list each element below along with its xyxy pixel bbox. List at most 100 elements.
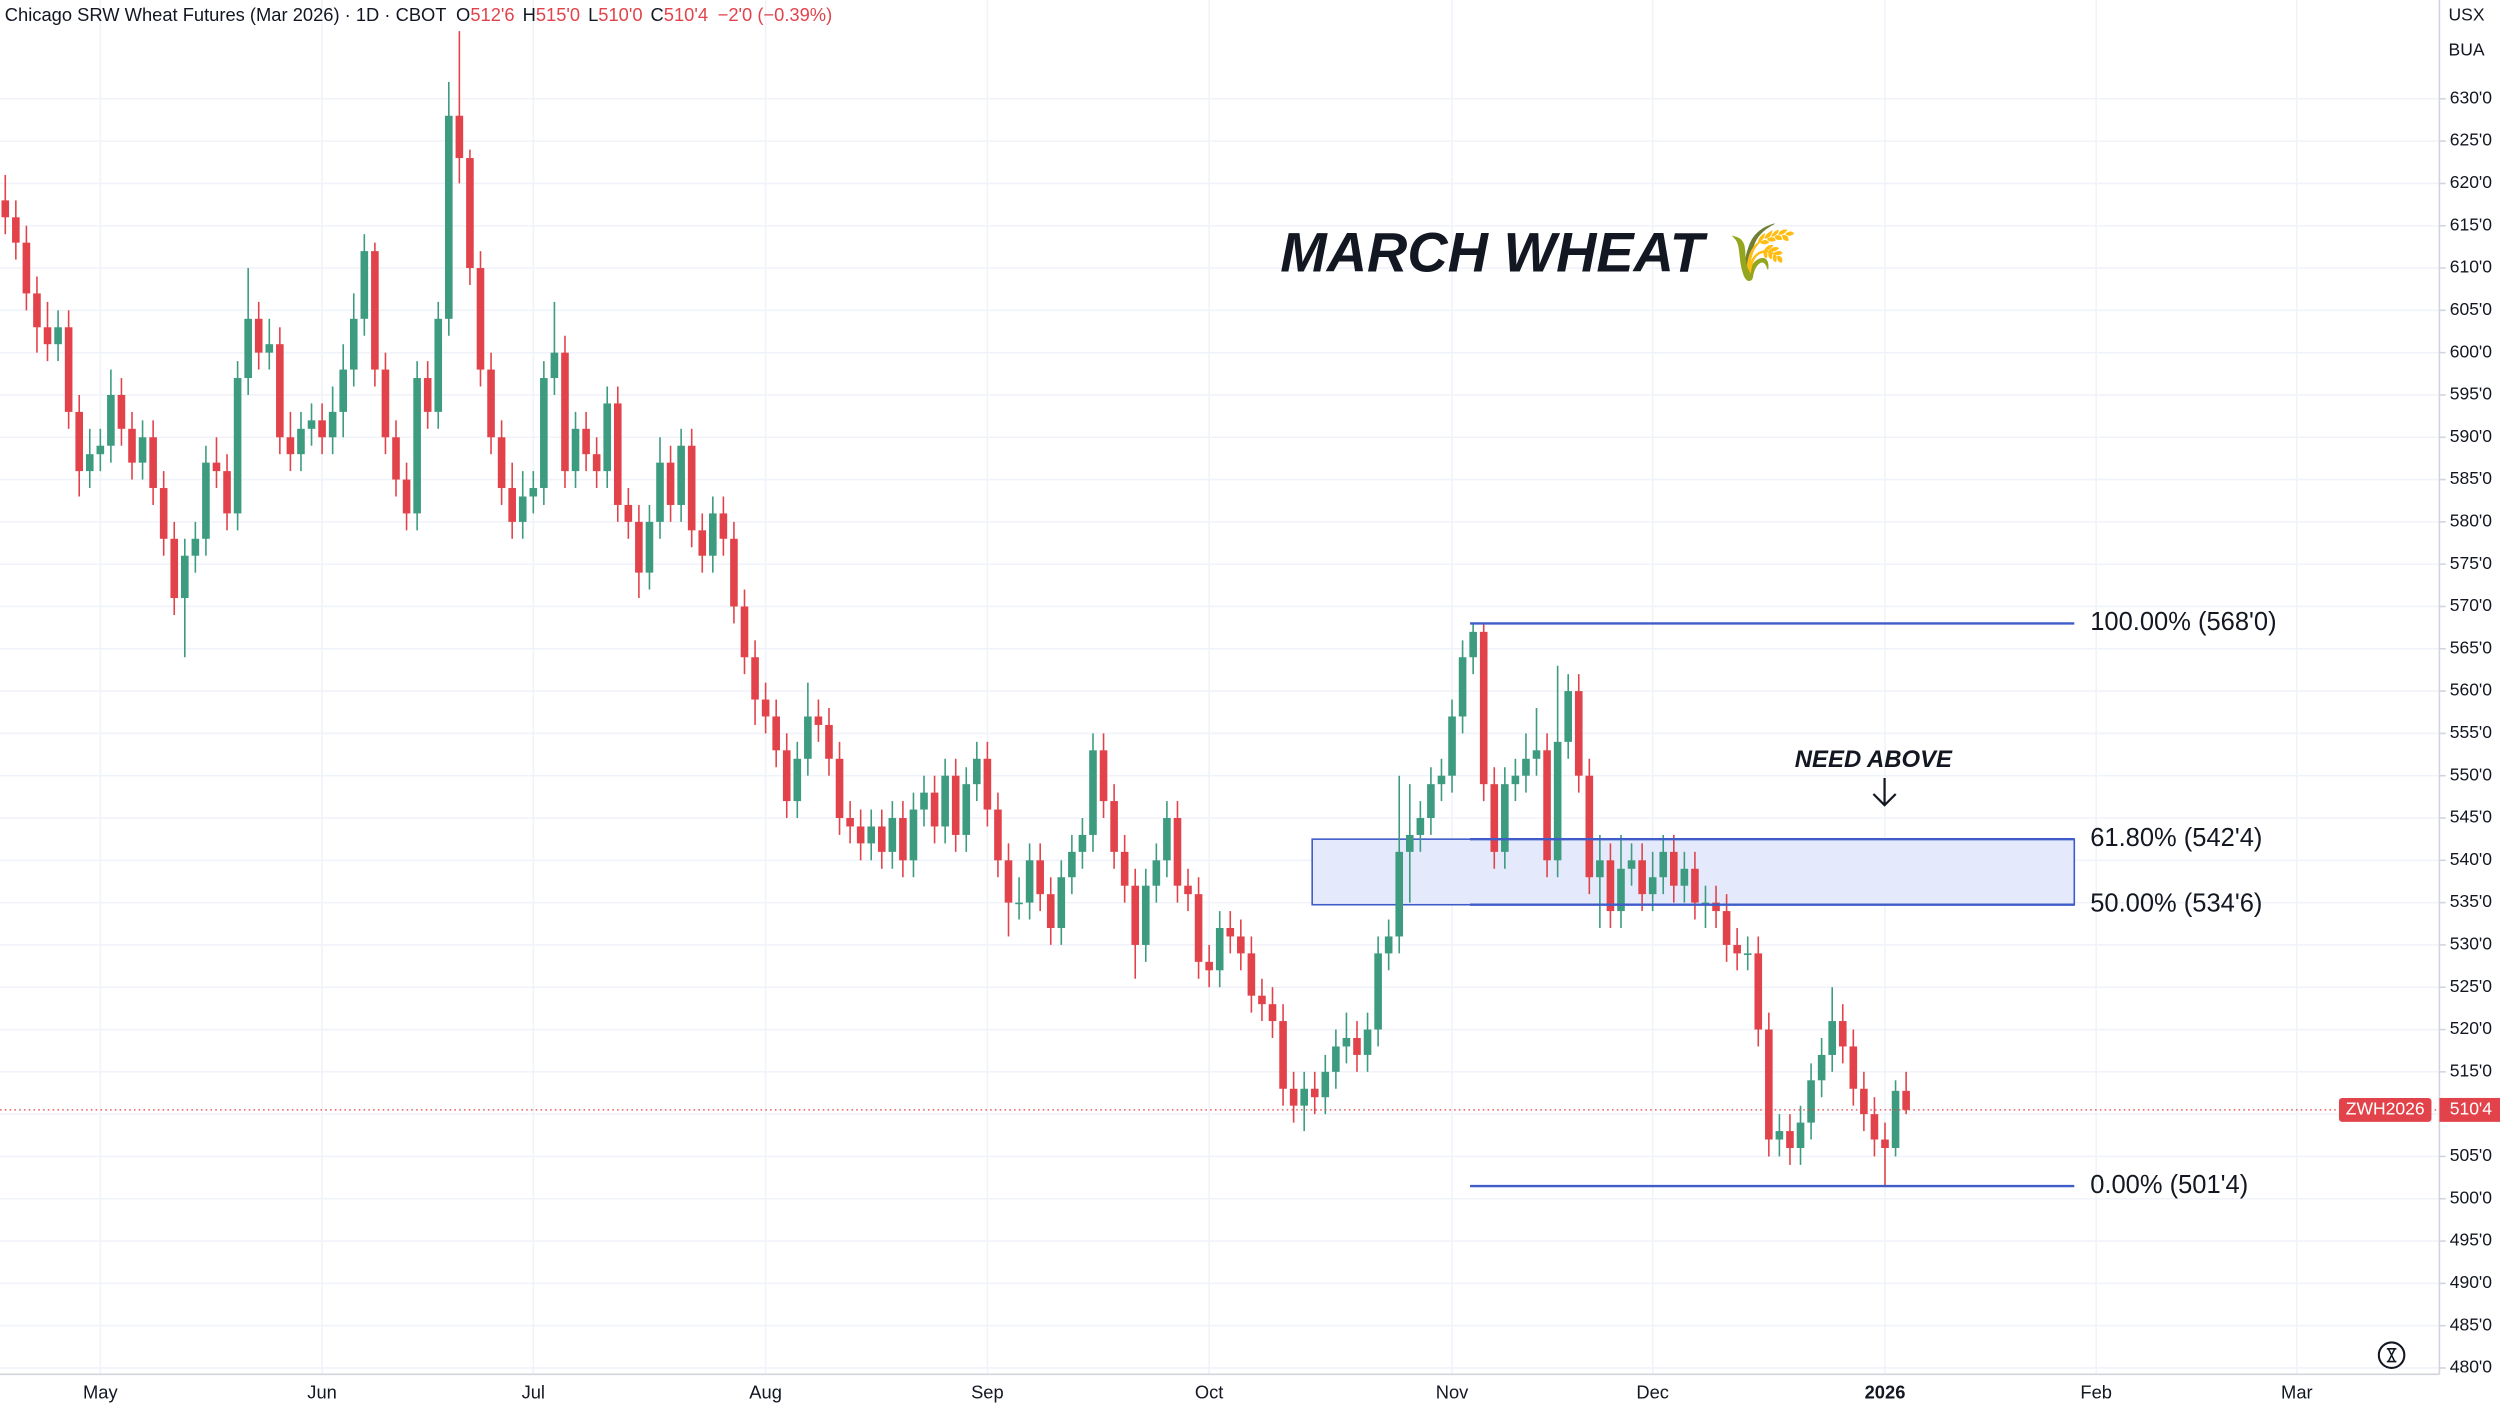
candle-body [1691,868,1699,903]
candle-body [1564,691,1572,742]
candle-body [75,411,84,472]
candle-body [244,318,252,379]
candle-body [1543,750,1551,861]
x-tick-label: Nov [1436,1381,1469,1402]
x-tick-label: Jun [307,1381,337,1402]
candle-body [1648,877,1657,895]
candle-body [286,437,295,455]
candle-body [814,716,823,725]
candle-body [877,826,886,852]
ohlc-legend: O512'6 H515'0 L510'0 C510'4 [456,4,708,25]
ohlc-key: L [588,4,598,25]
candle-body [782,750,791,802]
fib-label: 100.00% (568'0) [2090,608,2276,636]
candle-body [1458,657,1467,717]
candle-body [518,496,527,522]
candle-body [1068,851,1076,878]
x-tick-label: Feb [2080,1381,2112,1402]
y-tick-label: 610'0 [2450,257,2493,277]
y-tick-label: 595'0 [2450,384,2493,404]
unit-label[interactable]: BUA [2449,40,2485,60]
candle-body [1089,750,1097,835]
candle-body [1427,784,1435,819]
candle-body [1743,953,1752,955]
y-tick-label: 580'0 [2450,510,2493,530]
fib-label: 0.00% (501'4) [2090,1171,2248,1199]
candle-body [1881,1139,1889,1148]
y-tick-label: 515'0 [2450,1060,2493,1080]
candle-body [455,115,464,159]
candle-body [276,344,284,438]
replay-icon[interactable] [2377,1341,2406,1369]
candle-body [1131,885,1140,945]
candle-body [1437,775,1446,785]
candle-body [1891,1090,1900,1148]
candle-body [360,251,369,319]
candle-body [1754,953,1763,1030]
candle-body [128,428,136,463]
candle-body [1638,860,1646,895]
y-tick-label: 540'0 [2450,849,2493,869]
candle-body [1046,894,1055,928]
annotation-note: NEED ABOVE [1795,746,1953,773]
price-change: −2'0 (−0.39%) [718,4,833,25]
candle-body [1828,1021,1837,1055]
candle-body [825,724,833,759]
candle-body [497,437,506,489]
candle-body [582,428,590,455]
candle-body [804,716,812,759]
y-tick-label: 585'0 [2450,468,2493,488]
candle-body [1004,860,1013,903]
candle-body [973,758,981,785]
candle-body [1522,758,1530,776]
candle-body [856,826,865,844]
candle-body [1205,961,1213,971]
y-tick-label: 550'0 [2450,764,2493,784]
candle-body [677,445,685,505]
candle-body [33,293,41,328]
icon-glyph[interactable] [2386,1348,2397,1363]
candle-body [1363,1029,1372,1055]
candle-body [687,445,696,531]
candle-body [1501,784,1509,852]
x-tick-label: Mar [2281,1381,2313,1402]
y-tick-label: 490'0 [2450,1272,2493,1292]
candle-body [1786,1131,1794,1148]
candle-body [138,437,147,463]
candle-body [328,411,337,438]
currency-label[interactable]: USX [2449,5,2485,25]
ohlc-key: C [651,4,664,25]
candle-body [1405,834,1414,852]
candle-body [1321,1071,1330,1098]
candle-body [1659,851,1668,878]
candle-body [751,657,759,700]
candle-body [254,318,263,353]
plot-area: 100.00% (568'0) 61.80% (542'4) 50.00% (534… [0,31,2440,1199]
candle-body [730,538,738,607]
y-tick-label: 520'0 [2450,1018,2493,1038]
candle-body [1258,995,1266,1005]
candle-body [54,327,62,345]
candle-body [318,420,326,438]
candle-body [445,115,453,319]
candle-body [212,462,221,472]
candle-body [1511,775,1520,785]
candle-body [1237,936,1245,954]
candle-body [1596,860,1604,878]
candle-body [1395,851,1404,937]
candle-body [613,403,622,505]
candle-body [1384,936,1393,954]
y-tick-label: 555'0 [2450,722,2493,742]
candle-body [508,488,516,522]
candle-body [1817,1054,1826,1081]
candle-body [402,479,411,514]
candle-body [709,513,717,556]
candle-body [1775,1131,1784,1140]
candle-body [1701,902,1710,905]
candle-body [1627,860,1636,869]
candle-body [666,462,675,505]
y-tick-label: 565'0 [2450,637,2493,657]
candle-body [149,437,157,489]
candle-body [487,369,495,438]
